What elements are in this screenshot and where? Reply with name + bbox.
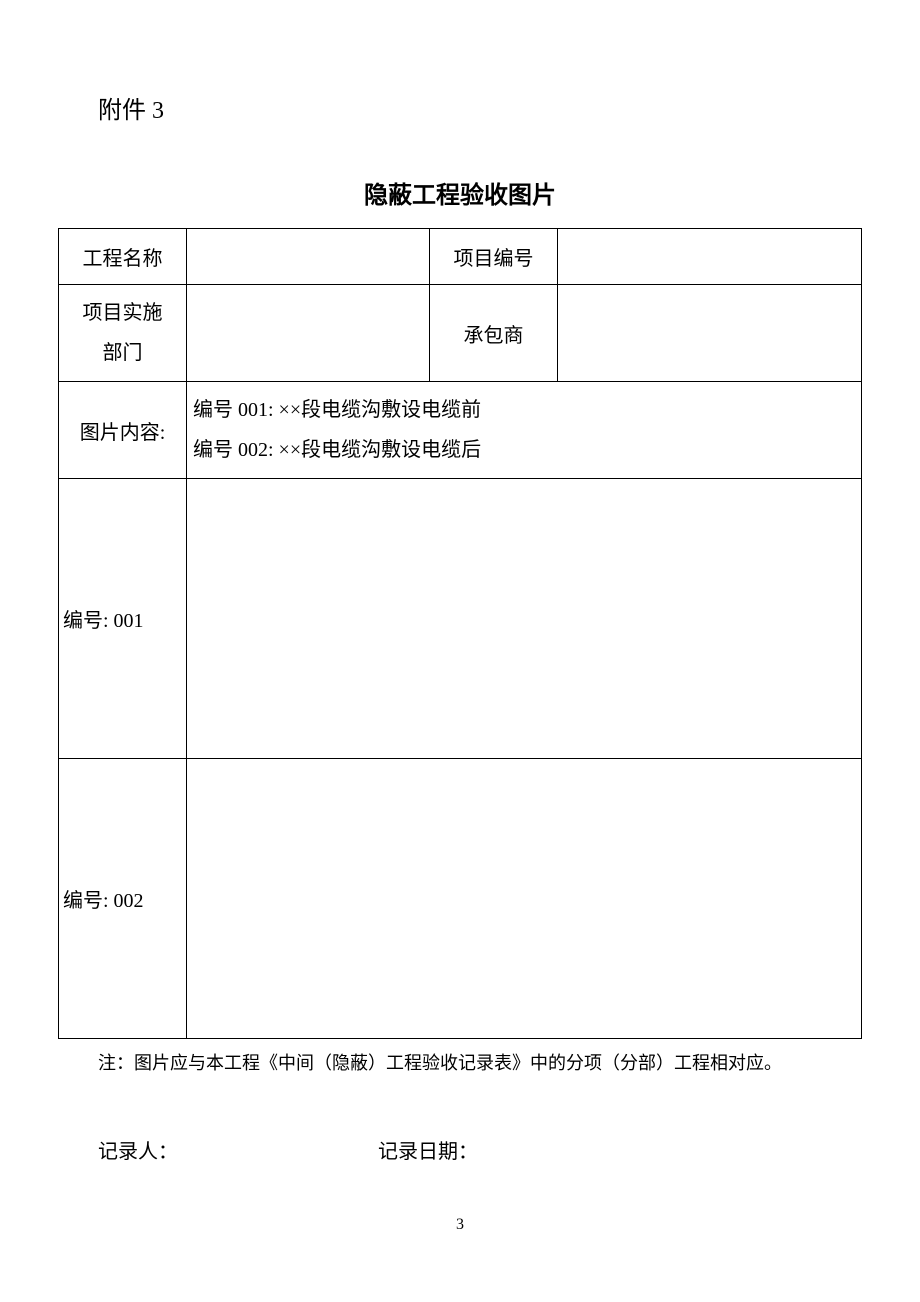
project-number-label: 项目编号 <box>430 229 558 285</box>
department-label-line1: 项目实施 <box>63 293 182 333</box>
image-002-placeholder <box>187 759 862 1039</box>
attachment-label: 附件 3 <box>98 90 862 125</box>
image-002-label: 编号: 002 <box>59 759 187 1039</box>
project-name-label: 工程名称 <box>59 229 187 285</box>
document-title: 隐蔽工程验收图片 <box>58 175 862 210</box>
note-text: 注：图片应与本工程《中间（隐蔽）工程验收记录表》中的分项（分部）工程相对应。 <box>98 1049 862 1075</box>
project-number-value <box>558 229 862 285</box>
department-label-line2: 部门 <box>63 333 182 373</box>
image-001-label: 编号: 001 <box>59 479 187 759</box>
contractor-value <box>558 285 862 382</box>
project-name-value <box>187 229 430 285</box>
image-001-placeholder <box>187 479 862 759</box>
image-content-value: 编号 001: ××段电缆沟敷设电缆前 编号 002: ××段电缆沟敷设电缆后 <box>187 382 862 479</box>
table-row: 编号: 002 <box>59 759 862 1039</box>
table-row: 图片内容: 编号 001: ××段电缆沟敷设电缆前 编号 002: ××段电缆沟… <box>59 382 862 479</box>
table-row: 项目实施 部门 承包商 <box>59 285 862 382</box>
contractor-label: 承包商 <box>430 285 558 382</box>
image-content-label: 图片内容: <box>59 382 187 479</box>
image-content-line1: 编号 001: ××段电缆沟敷设电缆前 <box>193 390 855 430</box>
footer-row: 记录人： 记录日期： <box>58 1135 862 1164</box>
table-row: 编号: 001 <box>59 479 862 759</box>
department-label: 项目实施 部门 <box>59 285 187 382</box>
record-date-label: 记录日期： <box>378 1135 478 1164</box>
recorder-label: 记录人： <box>98 1135 378 1164</box>
acceptance-table: 工程名称 项目编号 项目实施 部门 承包商 图片内容: 编号 001: ××段电… <box>58 228 862 1039</box>
department-value <box>187 285 430 382</box>
image-content-line2: 编号 002: ××段电缆沟敷设电缆后 <box>193 430 855 470</box>
page-number: 3 <box>0 1216 920 1234</box>
table-row: 工程名称 项目编号 <box>59 229 862 285</box>
